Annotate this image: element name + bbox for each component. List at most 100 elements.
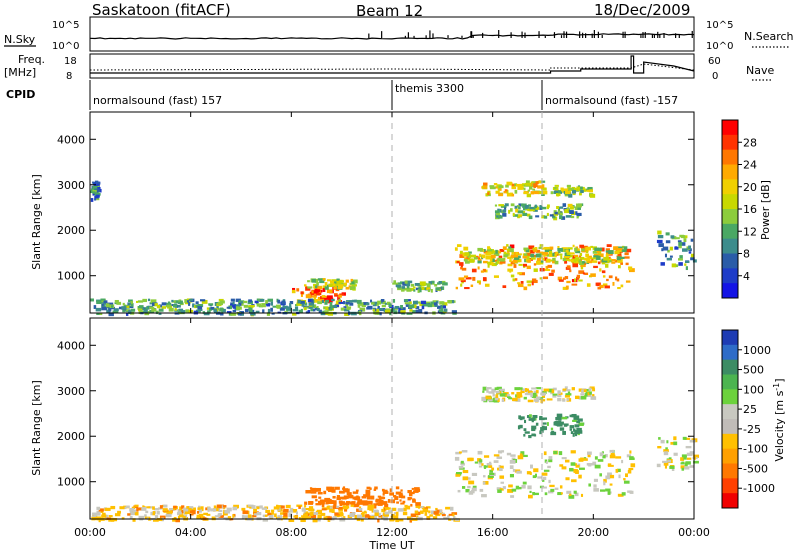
echo-cell [324,295,327,298]
echo-cell [681,467,685,471]
colorbar-swatch [722,478,738,494]
echo-cell [500,465,504,469]
range-tick-label: 3000 [57,179,85,192]
echo-cell [334,283,340,286]
echo-cell [433,302,438,306]
echo-cell [686,457,692,460]
echo-cell [557,210,561,214]
echo-cell [580,395,587,400]
echo-cell [150,511,153,516]
echo-cell [618,474,621,479]
echo-cell [569,210,574,214]
echo-cell [589,193,596,198]
echo-cell [367,305,373,310]
echo-cell [326,505,333,510]
echo-cell [292,287,296,292]
echo-cell [226,507,232,512]
echo-cell [317,278,323,281]
noise-right-tick-top: 10^5 [706,20,733,31]
echo-cell [556,424,563,427]
echo-cell [281,300,286,305]
echo-cell [518,415,522,420]
echo-cell [534,204,537,209]
echo-cell [512,214,518,217]
echo-cell [451,310,457,314]
echo-cell [482,386,487,391]
echo-cell [501,398,505,402]
echo-cell [435,287,440,291]
echo-cell [519,416,525,420]
echo-cell [485,255,492,260]
echo-cell [351,299,357,303]
echo-cell [550,488,555,492]
echo-cell [411,487,414,490]
echo-cell [478,461,482,465]
echo-cell [354,514,358,519]
colorbar-swatch [722,463,738,479]
echo-cell [360,513,365,516]
echo-cell [339,496,345,499]
echo-cell [218,298,224,302]
cpid-row: CPID normalsound (fast) 157 themis 3300 … [6,80,678,110]
echo-cell [268,514,274,519]
echo-cell [171,300,176,303]
echo-cell [242,510,249,515]
noise-left-tick-top: 10^5 [52,20,79,31]
colorbar-swatch [722,134,738,151]
echo-cell [325,501,329,505]
echo-cell [254,300,259,304]
echo-cell [195,301,199,305]
colorbar-tick-label: 4 [743,270,750,283]
echo-cell [460,263,463,268]
freq-right-tick-bottom: 0 [712,71,718,82]
echo-cell [536,257,541,262]
echo-cell [138,308,143,312]
echo-cell [506,248,511,252]
echo-cell [117,510,122,514]
echo-cell [126,505,130,508]
echo-cell [361,496,367,499]
echo-cell [599,473,602,477]
echo-cell [505,184,509,188]
echo-cell [370,504,375,509]
echo-cell [664,253,668,258]
echo-cell [573,254,578,257]
echo-cell [303,513,308,518]
echo-cell [137,306,143,309]
echo-cell [605,488,611,492]
echo-cell [300,291,304,295]
echo-cell [131,506,136,510]
echo-cell [569,428,573,431]
echo-cell [566,207,570,211]
echo-cell [328,283,333,287]
echo-cell [186,506,190,509]
echo-cell [517,425,521,430]
echo-cell [425,506,431,509]
echo-cell [371,302,375,305]
echo-cell [578,388,582,392]
echo-cell [574,257,580,261]
echo-cell [549,484,555,488]
echo-cell [253,511,259,515]
echo-cell [507,256,512,259]
range-tick-label: 2000 [57,430,85,443]
echo-cell [677,258,683,261]
echo-cell [666,257,672,261]
echo-cell [488,391,495,394]
echo-cell [523,191,528,195]
echo-cell [538,191,543,195]
echo-cell [232,301,235,305]
echo-cell [584,272,589,276]
echo-cell [606,244,612,248]
echo-cell [509,465,514,470]
echo-cell [305,294,312,299]
echo-cell [127,302,131,305]
echo-cell [247,514,252,518]
echo-cell [185,309,190,313]
echo-cell [395,486,400,490]
echo-cell [541,187,547,191]
echo-cell [190,507,196,511]
echo-cell [334,293,338,296]
echo-cell [623,478,626,481]
